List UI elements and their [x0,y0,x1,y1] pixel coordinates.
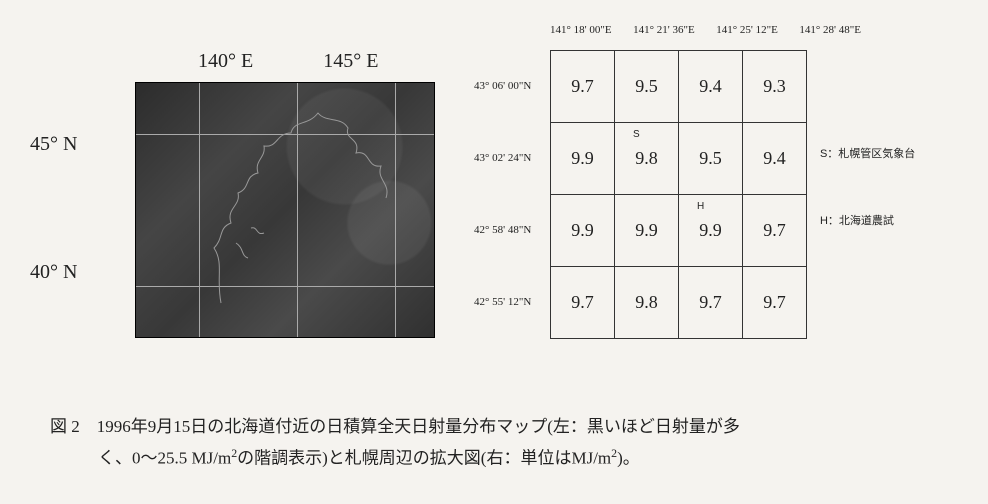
grid-cell: 9.9 [550,123,614,195]
figure-caption: 図 2 1996年9月15日の北海道付近の日積算全天日射量分布マップ(左：黒いほ… [50,412,948,474]
cell-marker: H [697,201,704,212]
map-gridline-v [199,83,200,337]
grid-cell: 9.3 [742,51,806,123]
row-label: 42° 55' 12"N [474,266,531,338]
latitude-labels: 45° N 40° N [30,80,77,336]
grid-cell: 9.7 [742,195,806,267]
legend-item: H：北海道農試 [820,212,894,228]
row-label: 43° 02' 24"N [474,122,531,194]
legend-item: S：札幌管区気象台 [820,145,915,161]
row-label: 43° 06' 00"N [474,50,531,122]
left-panel: 140° E 145° E 45° N 40° N [30,20,440,338]
grid-cell: 9.9H [678,195,742,267]
grid-cell: 9.8S [614,123,678,195]
grid-cell: 9.7 [742,267,806,339]
column-headers: 141° 18' 00"E 141° 21' 36"E 141° 25' 12"… [550,24,861,36]
caption-line2: く、0～25.5 MJ/m2の階調表示)と札幌周辺の拡大図(右：単位はMJ/m2… [50,443,948,474]
lon-label-140: 140° E [198,50,253,73]
lat-label-40: 40° N [30,261,77,284]
grid-cell: 9.7 [550,51,614,123]
value-grid: 9.79.59.49.39.99.8S9.59.49.99.99.9H9.79.… [550,50,807,339]
col-label: 141° 28' 48"E [799,24,861,36]
map-image [135,82,435,338]
col-label: 141° 18' 00"E [550,24,612,36]
grid-cell: 9.7 [550,267,614,339]
grid-cell: 9.7 [678,267,742,339]
grid-cell: 9.4 [678,51,742,123]
grid-cell: 9.5 [614,51,678,123]
row-label: 42° 58' 48"N [474,194,531,266]
caption-line1: 図 2 1996年9月15日の北海道付近の日積算全天日射量分布マップ(左：黒いほ… [50,412,948,443]
coastline-icon [206,98,406,308]
lon-label-145: 145° E [323,50,378,73]
longitude-labels: 140° E 145° E [30,50,450,73]
row-headers: 43° 06' 00"N 43° 02' 24"N 42° 58' 48"N 4… [474,50,531,338]
col-label: 141° 25' 12"E [716,24,778,36]
grid-cell: 9.5 [678,123,742,195]
grid-cell: 9.9 [614,195,678,267]
col-label: 141° 21' 36"E [633,24,695,36]
lat-label-45: 45° N [30,133,77,156]
grid-cell: 9.9 [550,195,614,267]
cell-marker: S [633,129,640,140]
grid-cell: 9.8 [614,267,678,339]
grid-cell: 9.4 [742,123,806,195]
